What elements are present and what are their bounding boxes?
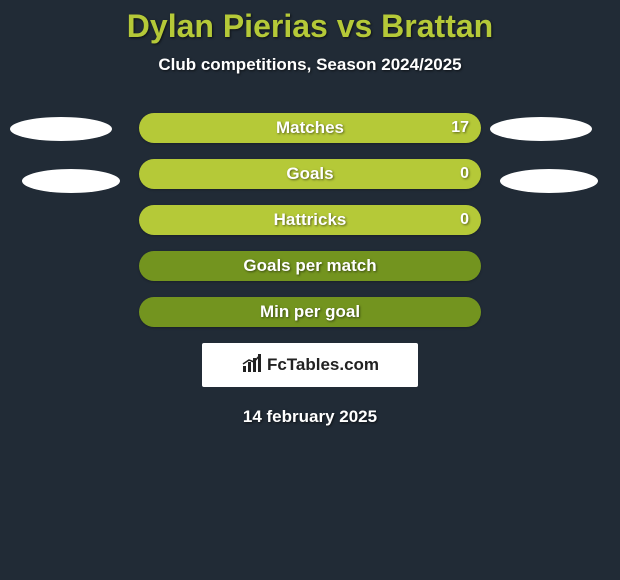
brand-icon [241,352,263,379]
player-shape-0 [10,117,112,141]
stat-row: Matches17 [139,113,481,143]
comparison-area: Matches17Goals0Hattricks0Goals per match… [0,113,620,327]
brand-box: FcTables.com [202,343,418,387]
stat-label: Matches [139,113,481,143]
stat-label: Hattricks [139,205,481,235]
player-shape-1 [22,169,120,193]
stat-label: Goals per match [139,251,481,281]
stat-rows: Matches17Goals0Hattricks0Goals per match… [139,113,481,327]
stat-row: Hattricks0 [139,205,481,235]
stat-row: Goals0 [139,159,481,189]
page-subtitle: Club competitions, Season 2024/2025 [0,55,620,75]
stat-label: Min per goal [139,297,481,327]
stat-row: Min per goal [139,297,481,327]
date-text: 14 february 2025 [0,407,620,427]
player-shape-3 [500,169,598,193]
page-title: Dylan Pierias vs Brattan [0,0,620,45]
brand-text: FcTables.com [267,355,379,375]
stat-label: Goals [139,159,481,189]
stat-value-right: 0 [460,159,469,189]
stat-value-right: 0 [460,205,469,235]
stat-value-right: 17 [451,113,469,143]
stat-row: Goals per match [139,251,481,281]
player-shape-2 [490,117,592,141]
